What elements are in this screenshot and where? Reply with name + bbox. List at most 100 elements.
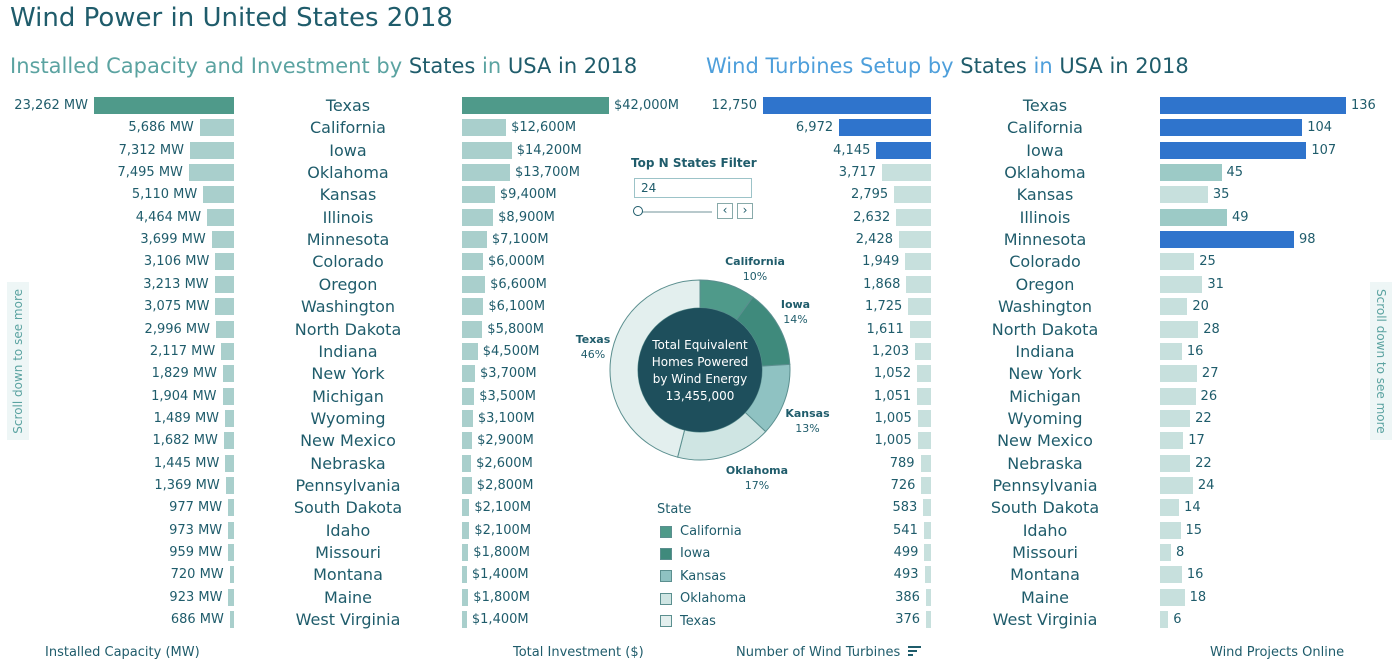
top-n-slider-track[interactable]: [640, 211, 712, 213]
turbine-bar-nebraska[interactable]: [920, 455, 931, 472]
capacity-bar-new-york[interactable]: [222, 365, 234, 382]
projects-bar-washington[interactable]: [1160, 298, 1188, 315]
state-name-right-oregon[interactable]: Oregon: [1015, 275, 1075, 294]
projects-bar-montana[interactable]: [1160, 566, 1182, 583]
state-name-right-iowa[interactable]: Iowa: [1026, 141, 1064, 160]
capacity-bar-maine[interactable]: [228, 589, 234, 606]
investment-bar-new-york[interactable]: [462, 365, 475, 382]
turbine-bar-illinois[interactable]: [896, 209, 931, 226]
state-name-right-nebraska[interactable]: Nebraska: [1007, 454, 1083, 473]
state-name-right-california[interactable]: California: [1007, 118, 1083, 137]
top-n-slider-knob[interactable]: [633, 206, 643, 216]
projects-bar-idaho[interactable]: [1160, 522, 1181, 539]
turbine-bar-indiana[interactable]: [915, 343, 931, 360]
sort-icon[interactable]: [908, 646, 922, 657]
state-name-left-maine[interactable]: Maine: [323, 588, 373, 607]
investment-bar-new-mexico[interactable]: [462, 432, 473, 449]
turbine-bar-oregon[interactable]: [906, 276, 931, 293]
footer-turbines-label[interactable]: Number of Wind Turbines: [736, 645, 922, 660]
state-name-left-nebraska[interactable]: Nebraska: [310, 454, 386, 473]
turbine-bar-new-mexico[interactable]: [917, 432, 931, 449]
state-name-right-minnesota[interactable]: Minnesota: [1003, 230, 1087, 249]
investment-bar-nebraska[interactable]: [462, 455, 472, 472]
filter-prev-button[interactable]: ‹: [717, 203, 733, 219]
investment-bar-south-dakota[interactable]: [462, 499, 470, 516]
legend-item-kansas[interactable]: Kansas: [660, 569, 726, 584]
capacity-bar-iowa[interactable]: [189, 142, 234, 159]
state-name-left-illinois[interactable]: Illinois: [322, 208, 374, 227]
state-name-right-new-york[interactable]: New York: [1008, 364, 1082, 383]
investment-bar-west-virginia[interactable]: [462, 611, 467, 628]
turbine-bar-oklahoma[interactable]: [882, 164, 931, 181]
investment-bar-indiana[interactable]: [462, 343, 478, 360]
legend-item-california[interactable]: California: [660, 524, 742, 539]
scroll-hint-left[interactable]: Scroll down to see more: [7, 282, 29, 440]
state-name-left-oklahoma[interactable]: Oklahoma: [307, 163, 389, 182]
investment-bar-illinois[interactable]: [462, 209, 494, 226]
projects-bar-pennsylvania[interactable]: [1160, 477, 1193, 494]
projects-bar-missouri[interactable]: [1160, 544, 1171, 561]
turbine-bar-colorado[interactable]: [905, 253, 931, 270]
state-name-right-oklahoma[interactable]: Oklahoma: [1004, 163, 1086, 182]
capacity-bar-oklahoma[interactable]: [188, 164, 234, 181]
projects-bar-iowa[interactable]: [1160, 142, 1307, 159]
turbine-bar-iowa[interactable]: [876, 142, 931, 159]
investment-bar-colorado[interactable]: [462, 253, 483, 270]
state-name-left-michigan[interactable]: Michigan: [312, 387, 384, 406]
state-name-left-south-dakota[interactable]: South Dakota: [293, 498, 403, 517]
turbine-bar-wyoming[interactable]: [917, 410, 931, 427]
capacity-bar-south-dakota[interactable]: [228, 499, 234, 516]
investment-bar-oregon[interactable]: [462, 276, 486, 293]
left-subtitle-part2[interactable]: States: [408, 54, 476, 78]
investment-bar-missouri[interactable]: [462, 544, 469, 561]
legend-item-iowa[interactable]: Iowa: [660, 546, 710, 561]
investment-bar-texas[interactable]: [462, 97, 609, 114]
state-name-left-iowa[interactable]: Iowa: [329, 141, 367, 160]
state-name-right-texas[interactable]: Texas: [1022, 96, 1068, 115]
projects-bar-north-dakota[interactable]: [1160, 321, 1199, 338]
capacity-bar-wyoming[interactable]: [225, 410, 234, 427]
state-name-right-wyoming[interactable]: Wyoming: [1007, 409, 1083, 428]
investment-bar-wyoming[interactable]: [462, 410, 473, 427]
right-subtitle-part4[interactable]: USA in 2018: [1059, 54, 1189, 78]
state-name-left-idaho[interactable]: Idaho: [325, 521, 371, 540]
scroll-hint-right[interactable]: Scroll down to see more: [1370, 282, 1392, 440]
state-name-left-washington[interactable]: Washington: [300, 297, 396, 316]
footer-capacity-label[interactable]: Installed Capacity (MW): [45, 645, 200, 660]
capacity-bar-minnesota[interactable]: [211, 231, 234, 248]
projects-bar-maine[interactable]: [1160, 589, 1185, 606]
turbine-bar-west-virginia[interactable]: [926, 611, 931, 628]
state-name-left-texas[interactable]: Texas: [325, 96, 371, 115]
capacity-bar-montana[interactable]: [229, 566, 234, 583]
capacity-bar-washington[interactable]: [215, 298, 234, 315]
legend-item-texas[interactable]: Texas: [660, 614, 716, 629]
turbine-bar-texas[interactable]: [763, 97, 931, 114]
state-name-right-missouri[interactable]: Missouri: [1012, 543, 1078, 562]
projects-bar-kansas[interactable]: [1160, 186, 1208, 203]
filter-next-button[interactable]: ›: [737, 203, 753, 219]
state-name-left-missouri[interactable]: Missouri: [315, 543, 381, 562]
investment-bar-minnesota[interactable]: [462, 231, 487, 248]
state-name-right-idaho[interactable]: Idaho: [1022, 521, 1068, 540]
state-name-right-pennsylvania[interactable]: Pennsylvania: [992, 476, 1098, 495]
top-n-filter-input[interactable]: [634, 178, 752, 198]
state-name-left-montana[interactable]: Montana: [313, 565, 383, 584]
projects-bar-nebraska[interactable]: [1160, 455, 1191, 472]
capacity-bar-texas[interactable]: [94, 97, 234, 114]
projects-bar-oklahoma[interactable]: [1160, 164, 1222, 181]
state-name-right-maine[interactable]: Maine: [1020, 588, 1070, 607]
projects-bar-colorado[interactable]: [1160, 253, 1195, 270]
state-name-right-north-dakota[interactable]: North Dakota: [991, 320, 1099, 339]
capacity-bar-new-mexico[interactable]: [223, 432, 234, 449]
turbine-bar-missouri[interactable]: [924, 544, 931, 561]
turbine-bar-washington[interactable]: [908, 298, 931, 315]
turbine-bar-maine[interactable]: [925, 589, 931, 606]
investment-bar-pennsylvania[interactable]: [462, 477, 472, 494]
state-name-left-colorado[interactable]: Colorado: [312, 252, 384, 271]
state-name-right-illinois[interactable]: Illinois: [1019, 208, 1071, 227]
capacity-bar-california[interactable]: [199, 119, 234, 136]
turbine-bar-north-dakota[interactable]: [909, 321, 931, 338]
state-name-left-west-virginia[interactable]: West Virginia: [295, 610, 401, 629]
state-name-right-west-virginia[interactable]: West Virginia: [992, 610, 1098, 629]
investment-bar-idaho[interactable]: [462, 522, 470, 539]
